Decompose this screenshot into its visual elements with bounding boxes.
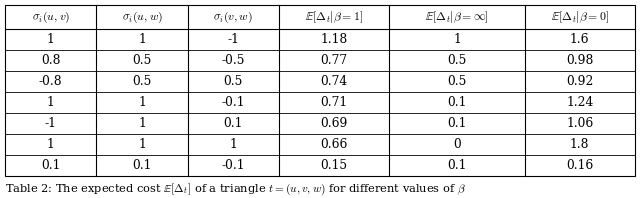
Text: -0.5: -0.5 <box>221 54 245 67</box>
Text: 1: 1 <box>47 138 54 151</box>
Text: 0.98: 0.98 <box>566 54 593 67</box>
Text: -0.8: -0.8 <box>39 75 63 88</box>
Text: $\sigma_i(v,w)$: $\sigma_i(v,w)$ <box>214 9 253 25</box>
Text: 0.5: 0.5 <box>224 75 243 88</box>
Text: 0.1: 0.1 <box>447 117 467 130</box>
Text: 1: 1 <box>453 33 461 46</box>
Text: 1.18: 1.18 <box>321 33 348 46</box>
Text: 1.06: 1.06 <box>566 117 593 130</box>
Text: Table 2: The expected cost $\mathbb{E}[\Delta_t]$ of a triangle $t=(u,v,w)$ for : Table 2: The expected cost $\mathbb{E}[\… <box>5 182 466 197</box>
Text: 1.6: 1.6 <box>570 33 589 46</box>
Text: 1: 1 <box>138 96 146 109</box>
Text: $\mathbb{E}[\Delta_t|\beta=0]$: $\mathbb{E}[\Delta_t|\beta=0]$ <box>551 9 609 25</box>
Text: 0.1: 0.1 <box>41 159 60 172</box>
Text: 0.92: 0.92 <box>566 75 593 88</box>
Text: 1: 1 <box>47 96 54 109</box>
Text: 0.5: 0.5 <box>447 75 467 88</box>
Text: $\mathbb{E}[\Delta_t|\beta=1]$: $\mathbb{E}[\Delta_t|\beta=1]$ <box>305 9 363 25</box>
Text: 1.24: 1.24 <box>566 96 593 109</box>
Text: 0.16: 0.16 <box>566 159 593 172</box>
Text: 0.77: 0.77 <box>321 54 348 67</box>
Text: 1: 1 <box>138 117 146 130</box>
Text: $\sigma_i(u,w)$: $\sigma_i(u,w)$ <box>122 9 163 25</box>
Text: 0: 0 <box>453 138 461 151</box>
Text: 1: 1 <box>138 33 146 46</box>
Text: -0.1: -0.1 <box>221 96 245 109</box>
Text: 0.1: 0.1 <box>224 117 243 130</box>
Text: 1: 1 <box>138 138 146 151</box>
Text: $\sigma_i(u,v)$: $\sigma_i(u,v)$ <box>31 9 70 25</box>
Text: 0.1: 0.1 <box>447 96 467 109</box>
Text: 0.5: 0.5 <box>132 75 152 88</box>
Text: 1: 1 <box>230 138 237 151</box>
Text: 0.15: 0.15 <box>321 159 348 172</box>
Text: 0.8: 0.8 <box>41 54 61 67</box>
Text: 0.5: 0.5 <box>132 54 152 67</box>
Text: 1.8: 1.8 <box>570 138 589 151</box>
Text: 0.66: 0.66 <box>321 138 348 151</box>
Text: 0.74: 0.74 <box>321 75 348 88</box>
Text: 0.5: 0.5 <box>447 54 467 67</box>
Text: 0.1: 0.1 <box>447 159 467 172</box>
Bar <box>5 5 635 176</box>
Text: -1: -1 <box>227 33 239 46</box>
Text: 0.69: 0.69 <box>321 117 348 130</box>
Text: 1: 1 <box>47 33 54 46</box>
Text: 0.1: 0.1 <box>132 159 152 172</box>
Text: $\mathbb{E}[\Delta_t|\beta=\infty]$: $\mathbb{E}[\Delta_t|\beta=\infty]$ <box>425 9 489 25</box>
Text: -0.1: -0.1 <box>221 159 245 172</box>
Text: 0.71: 0.71 <box>321 96 348 109</box>
Text: -1: -1 <box>45 117 57 130</box>
